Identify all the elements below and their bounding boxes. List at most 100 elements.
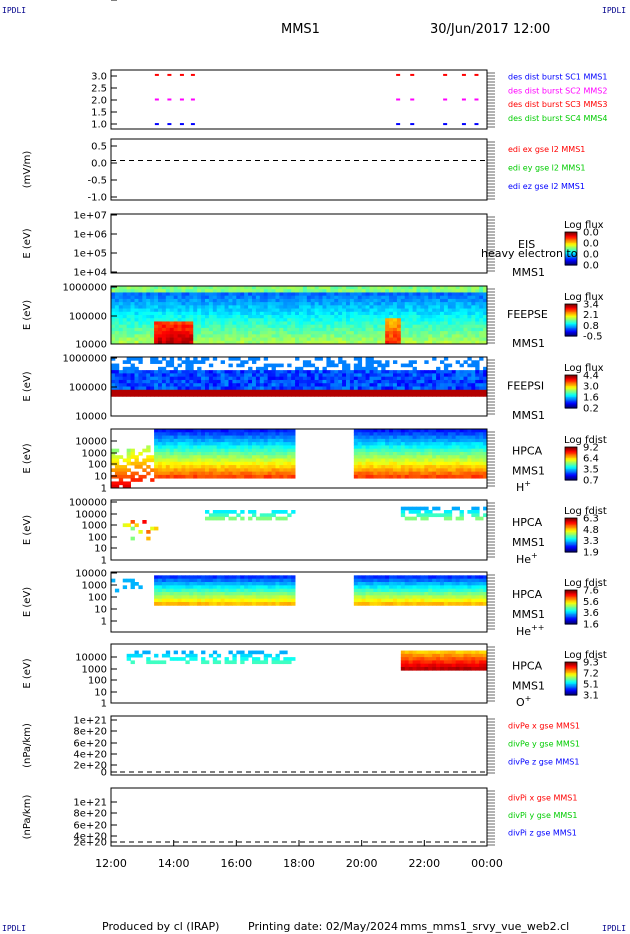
- spectrogram-cell: [432, 337, 437, 342]
- spectrogram-cell: [475, 455, 480, 459]
- spectrogram-cell: [365, 305, 370, 309]
- spectrogram-cell: [216, 510, 222, 514]
- spectrogram-cell: [189, 393, 194, 397]
- spectrogram-cell: [220, 468, 225, 473]
- spectrogram-cell: [154, 327, 159, 332]
- spectrogram-cell: [130, 448, 135, 453]
- spectrogram-cell: [381, 465, 386, 469]
- spectrogram-cell: [385, 461, 390, 466]
- spectrogram-cell: [424, 458, 429, 463]
- spectrogram-cell: [228, 376, 233, 381]
- spectrogram-cell: [330, 292, 335, 297]
- spectrogram-cell: [432, 315, 437, 319]
- spectrogram-cell: [165, 360, 171, 364]
- spectrogram-cell: [412, 311, 417, 316]
- spectrogram-cell: [408, 370, 413, 374]
- spectrogram-cell: [353, 289, 359, 293]
- spectrogram-cell: [389, 327, 394, 332]
- spectrogram-cell: [220, 429, 225, 433]
- spectrogram-cell: [244, 458, 249, 463]
- spectrogram-cell: [471, 321, 476, 326]
- colorbar-segment: [565, 333, 577, 336]
- spectrogram-cell: [255, 370, 261, 374]
- spectrogram-cell: [201, 370, 206, 374]
- spectrogram-cell: [412, 324, 417, 329]
- spectrogram-cell: [291, 442, 296, 446]
- spectrogram-cell: [212, 298, 218, 303]
- spectrogram-cell: [114, 289, 120, 293]
- spectrogram-cell: [232, 393, 237, 397]
- spectrogram-cell: [236, 455, 241, 459]
- spectrogram-cell: [279, 295, 284, 300]
- spectrogram-cell: [436, 461, 441, 466]
- spectrogram-cell: [440, 324, 445, 329]
- spectrogram-cell: [424, 360, 429, 364]
- spectrogram-cell: [467, 318, 472, 322]
- spectrogram-cell: [365, 360, 370, 364]
- spectrogram-cell: [252, 592, 257, 596]
- spectrogram-cell: [146, 289, 151, 293]
- spectrogram-cell: [475, 506, 480, 511]
- spectrogram-cell: [381, 582, 386, 586]
- spectrogram-cell: [447, 516, 453, 521]
- spectrogram-cell: [479, 435, 484, 440]
- spectrogram-cell: [365, 370, 370, 374]
- spectrogram-cell: [440, 302, 445, 306]
- spectrogram-cell: [385, 458, 390, 463]
- spectrogram-cell: [208, 474, 214, 479]
- spectrogram-cell: [369, 302, 374, 306]
- spectrogram-cell: [161, 451, 167, 456]
- spectrogram-cell: [205, 438, 210, 443]
- spectrogram-cell: [205, 595, 210, 600]
- spectrogram-cell: [365, 585, 370, 590]
- spectrogram-cell: [361, 448, 366, 453]
- spectrogram-cell: [299, 286, 304, 290]
- spectrogram-cell: [443, 315, 449, 319]
- panel-frame-1: [110, 138, 488, 201]
- spectrogram-cell: [193, 289, 198, 293]
- spectrogram-cell: [193, 389, 198, 394]
- burst-mark: [461, 123, 466, 126]
- spectrogram-cell: [373, 331, 378, 335]
- spectrogram-cell: [314, 292, 319, 297]
- spectrogram-cell: [440, 442, 445, 446]
- spectrogram-cell: [483, 602, 488, 606]
- spectrogram-cell: [471, 461, 476, 466]
- spectrogram-cell: [220, 286, 225, 290]
- spectrogram-cell: [158, 602, 163, 606]
- spectrogram-cell: [432, 588, 437, 593]
- spectrogram-cell: [330, 370, 335, 374]
- spectrogram-cell: [216, 445, 222, 450]
- spectrogram-cell: [393, 321, 398, 326]
- spectrogram-cell: [232, 334, 237, 338]
- spectrogram-cell: [455, 295, 460, 300]
- spectrogram-cell: [369, 289, 374, 293]
- spectrogram-cell: [173, 370, 178, 374]
- spectrogram-cell: [201, 585, 206, 590]
- spectrogram-cell: [173, 435, 178, 440]
- spectrogram-cell: [291, 337, 296, 342]
- spectrogram-cell: [451, 305, 457, 309]
- spectrogram-cell: [455, 455, 460, 459]
- spectrogram-cell: [381, 468, 386, 473]
- spectrogram-cell: [216, 461, 222, 466]
- spectrogram-cell: [224, 379, 229, 384]
- spectrogram-cell: [330, 389, 335, 394]
- spectrogram-cell: [330, 379, 335, 384]
- spectrogram-cell: [404, 327, 410, 332]
- spectrogram-cell: [322, 337, 327, 342]
- spectrogram-cell: [455, 451, 460, 456]
- spectrogram-cell: [338, 318, 343, 322]
- spectrogram-cell: [224, 474, 229, 479]
- spectrogram-cell: [275, 373, 280, 378]
- spectrogram-cell: [455, 575, 460, 580]
- spectrogram-cell: [440, 578, 445, 583]
- spectrogram-cell: [436, 289, 441, 293]
- spectrogram-cell: [369, 357, 374, 361]
- spectrogram-cell: [377, 435, 382, 440]
- spectrogram-cell: [283, 318, 288, 322]
- spectrogram-cell: [420, 588, 425, 593]
- spectrogram-cell: [252, 602, 257, 606]
- spectrogram-cell: [267, 474, 272, 479]
- spectrogram-cell: [377, 468, 382, 473]
